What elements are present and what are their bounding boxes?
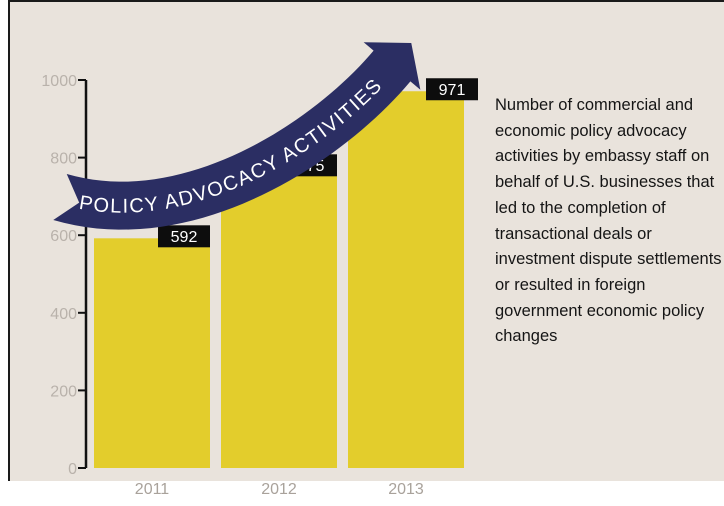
y-axis: 0 200 400 600 800 1000 [41, 73, 88, 478]
bars-group [94, 91, 464, 469]
x-tick-label: 2012 [261, 481, 297, 498]
value-label: 971 [439, 82, 466, 99]
chart-description: Number of commercial and economic policy… [495, 96, 722, 346]
y-tick-label: 1000 [41, 73, 77, 90]
bar-2012 [221, 167, 337, 469]
y-tick-label: 600 [50, 228, 77, 245]
x-axis: 2011 2012 2013 [135, 481, 424, 498]
value-label-box [158, 225, 210, 248]
y-tick-label: 800 [50, 151, 77, 168]
banner-arrow [53, 42, 421, 230]
y-tick-label: 400 [50, 306, 77, 323]
x-tick-label: 2011 [135, 481, 170, 498]
bar-2011 [94, 238, 210, 468]
y-tick-label: 0 [68, 461, 77, 478]
value-label-box [426, 78, 478, 101]
y-tick-label: 200 [50, 383, 77, 400]
x-tick-label: 2013 [388, 481, 424, 498]
value-label: 592 [171, 229, 198, 246]
bar-2013 [348, 91, 464, 468]
